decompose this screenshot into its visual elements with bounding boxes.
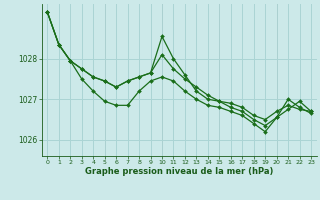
X-axis label: Graphe pression niveau de la mer (hPa): Graphe pression niveau de la mer (hPa) [85,167,273,176]
